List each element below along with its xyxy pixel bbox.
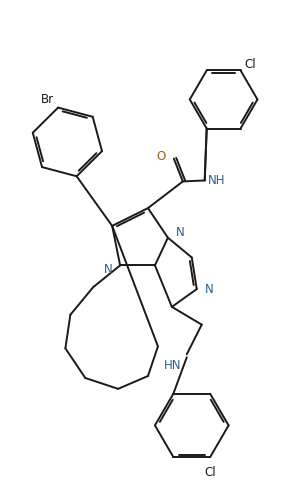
Text: HN: HN xyxy=(164,359,182,372)
Text: N: N xyxy=(176,226,185,239)
Text: Br: Br xyxy=(41,93,54,106)
Text: O: O xyxy=(157,150,166,163)
Text: Cl: Cl xyxy=(204,466,216,479)
Text: Cl: Cl xyxy=(244,58,256,71)
Text: N: N xyxy=(205,282,214,295)
Text: N: N xyxy=(103,263,112,276)
Text: NH: NH xyxy=(208,174,225,187)
